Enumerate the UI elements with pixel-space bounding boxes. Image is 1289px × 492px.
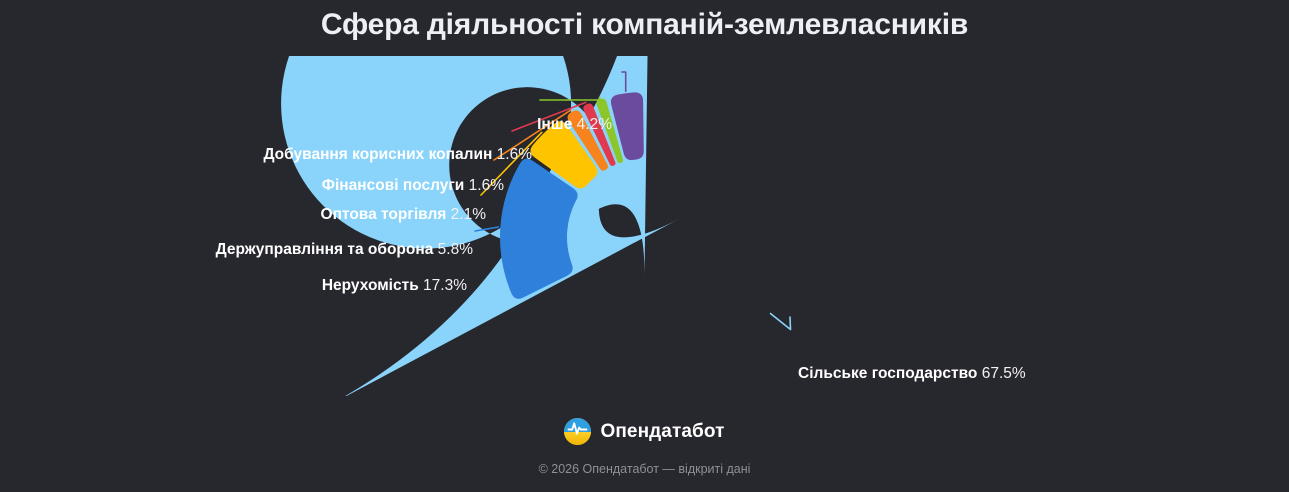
donut-slice[interactable] [281,56,682,396]
donut-slice[interactable] [499,158,578,299]
slice-label-name: Інше [537,116,573,133]
slice-label-name: Оптова торгівля [320,206,447,223]
leader-lines [474,71,792,331]
leader-line [511,101,587,132]
logo-pulse-icon [568,422,588,435]
donut-slice[interactable] [583,103,616,167]
slice-label-value: 4.2% [576,116,612,133]
leader-line [493,109,572,161]
slice-label-neruhomist: Нерухомість 17.3% [0,278,467,294]
slice-label-inshe: Інше 4.2% [0,117,612,133]
logo-sky [564,418,592,433]
slice-label-name: Фінансові послуги [321,177,465,194]
leader-line [474,226,500,232]
logo-ground [564,432,592,445]
brand-footer: Опендатабот [0,418,1289,445]
brand-name: Опендатабот [600,420,725,442]
slice-label-optova: Оптова торгівля 2.1% [0,207,486,223]
slice-label-value: 5.8% [437,241,473,258]
slice-label-name: Нерухомість [321,277,419,294]
slice-label-value: 1.6% [496,146,532,163]
slice-label-value: 2.1% [450,206,486,223]
donut-slices [281,56,682,396]
leader-line [539,96,601,101]
donut-chart-svg [281,56,792,396]
donut-slice[interactable] [530,121,598,189]
leader-line [480,131,543,196]
slice-label-name: Сільське господарство [798,365,978,382]
slice-label-value: 17.3% [423,277,467,294]
slice-label-name: Держуправління та оборона [215,241,434,258]
slice-label-derzhupravlinnya: Держуправління та оборона 5.8% [0,242,473,258]
slice-label-name: Добування корисних копалин [263,146,493,163]
donut-slice[interactable] [596,98,624,164]
slice-label-value: 67.5% [981,365,1026,382]
copyright-text: © 2026 Опендатабот — відкриті дані [538,462,751,476]
slice-label-finansovi: Фінансові послуги 1.6% [0,178,504,194]
slice-label-dobuvannya: Добування корисних копалин 1.6% [0,147,532,163]
page-title: Сфера діяльності компаній-землевласників [320,8,969,41]
donut-slice[interactable] [610,92,644,161]
opendatabot-logo-icon [564,418,592,445]
slice-label-value: 1.6% [468,177,504,194]
donut-chart: Інше 4.2% Добування корисних копалин 1.6… [0,56,1289,396]
slice-label-silske-gospodarstvo: Сільське господарство 67.5% [798,366,1026,382]
donut-slice[interactable] [567,110,608,171]
leader-line [769,312,792,331]
leader-line [621,71,627,93]
